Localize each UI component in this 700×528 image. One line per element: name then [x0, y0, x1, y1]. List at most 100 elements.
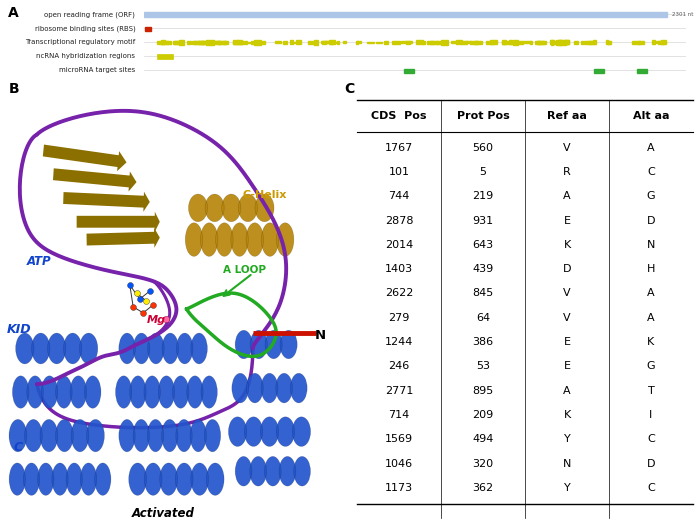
Ellipse shape [276, 417, 295, 447]
Ellipse shape [238, 194, 258, 222]
Text: 931: 931 [473, 215, 494, 225]
Ellipse shape [148, 333, 164, 364]
Ellipse shape [119, 333, 135, 364]
Bar [588, 41, 595, 44]
Bar [321, 41, 328, 43]
Text: KID: KID [7, 323, 31, 336]
Bar [510, 41, 512, 44]
Bar [251, 41, 256, 44]
Ellipse shape [116, 376, 132, 408]
Bar [441, 40, 448, 45]
Bar [456, 40, 462, 44]
Bar [638, 41, 644, 44]
Bar [408, 41, 412, 43]
Ellipse shape [200, 223, 218, 257]
Text: V: V [564, 313, 570, 323]
Ellipse shape [9, 419, 27, 452]
Ellipse shape [129, 463, 146, 495]
Text: C: C [344, 82, 355, 96]
Bar [166, 41, 172, 44]
Text: D: D [647, 459, 655, 469]
Bar [237, 41, 242, 44]
Bar [160, 41, 164, 44]
Bar [217, 41, 221, 44]
Text: 1244: 1244 [385, 337, 413, 347]
Bar [465, 41, 472, 43]
Ellipse shape [250, 456, 267, 486]
Bar [195, 42, 199, 43]
Point [161, 315, 172, 323]
Text: A LOOP: A LOOP [223, 265, 266, 275]
Bar [253, 40, 261, 45]
Bar [247, 42, 252, 43]
Ellipse shape [71, 419, 89, 452]
Bar [637, 69, 647, 73]
Bar [193, 41, 197, 44]
Ellipse shape [94, 463, 111, 495]
Ellipse shape [186, 223, 203, 257]
Bar [325, 41, 332, 43]
Text: 714: 714 [389, 410, 410, 420]
Text: 64: 64 [476, 313, 490, 323]
Bar [474, 41, 477, 44]
Ellipse shape [144, 376, 160, 408]
Ellipse shape [244, 417, 262, 447]
Bar [344, 41, 346, 43]
Ellipse shape [255, 194, 274, 222]
Text: D: D [647, 215, 655, 225]
Bar [321, 41, 326, 44]
FancyArrow shape [53, 168, 136, 192]
Bar [608, 41, 611, 44]
Ellipse shape [228, 417, 247, 447]
Ellipse shape [48, 333, 66, 364]
Point [134, 295, 146, 303]
Point [131, 289, 142, 297]
Text: N: N [314, 328, 326, 342]
Bar [503, 41, 506, 44]
Text: Mg: Mg [146, 315, 166, 325]
Bar [160, 40, 165, 44]
Bar [202, 41, 208, 43]
Bar [290, 42, 298, 43]
Text: 209: 209 [473, 410, 494, 420]
Ellipse shape [41, 376, 58, 408]
Bar [523, 42, 531, 43]
Text: V: V [564, 143, 570, 153]
Bar [661, 41, 666, 44]
Ellipse shape [160, 463, 178, 495]
Bar [580, 41, 583, 43]
Ellipse shape [176, 333, 193, 364]
Bar [517, 41, 523, 44]
Bar [214, 41, 220, 43]
Bar [503, 41, 508, 44]
Bar [233, 41, 237, 44]
Ellipse shape [55, 419, 74, 452]
Ellipse shape [235, 456, 252, 486]
Ellipse shape [279, 456, 296, 486]
Bar [157, 41, 160, 44]
Text: 2622: 2622 [385, 288, 413, 298]
Bar [392, 41, 396, 44]
Bar [490, 40, 498, 44]
Text: Y: Y [564, 435, 570, 445]
Bar [367, 42, 374, 43]
Ellipse shape [261, 223, 279, 257]
Bar [384, 41, 388, 44]
Text: E: E [564, 215, 570, 225]
Text: 1403: 1403 [385, 264, 413, 274]
Text: 2771: 2771 [385, 386, 413, 395]
Ellipse shape [158, 376, 174, 408]
Ellipse shape [246, 373, 263, 403]
Text: 439: 439 [473, 264, 494, 274]
Bar [194, 41, 199, 44]
Text: A: A [564, 191, 570, 201]
Bar [632, 41, 640, 44]
Bar [262, 41, 265, 43]
Text: 320: 320 [473, 459, 494, 469]
Ellipse shape [79, 333, 98, 364]
Text: 5: 5 [480, 167, 486, 177]
Ellipse shape [250, 331, 267, 359]
Text: A: A [648, 313, 654, 323]
Bar [430, 41, 438, 44]
Text: 1767: 1767 [385, 143, 413, 153]
